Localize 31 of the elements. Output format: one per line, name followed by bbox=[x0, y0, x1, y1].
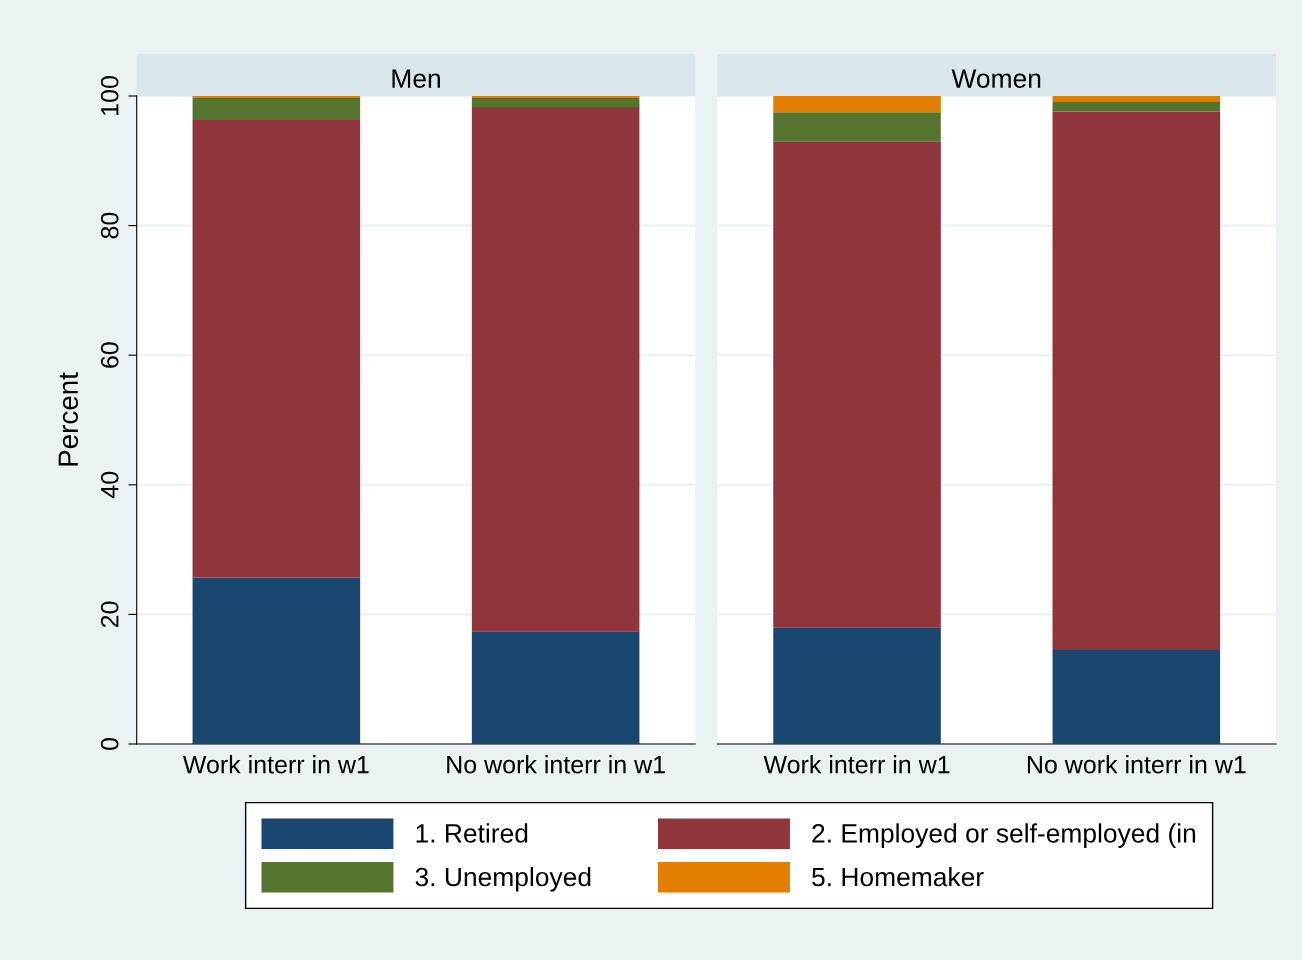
y-tick-label: 100 bbox=[100, 76, 119, 115]
y-tick-label: 60 bbox=[100, 342, 119, 368]
bar bbox=[1052, 111, 1221, 651]
x-tick-label: No work interr in w1 bbox=[447, 755, 665, 774]
legend-label: 5. Homemaker bbox=[812, 866, 984, 887]
y-axis-title: Percent bbox=[58, 372, 79, 466]
x-tick-label: Work interr in w1 bbox=[182, 755, 369, 774]
bar bbox=[471, 97, 640, 108]
bar bbox=[1052, 650, 1221, 744]
y-tick-label: 0 bbox=[100, 738, 119, 750]
y-tick-label: 20 bbox=[100, 601, 119, 628]
legend-label: 3. Unemployed bbox=[415, 866, 591, 892]
bar bbox=[192, 577, 361, 744]
bar bbox=[1052, 96, 1221, 102]
y-tick-label: 80 bbox=[100, 212, 119, 239]
y-tick-label: 40 bbox=[100, 471, 119, 499]
bar bbox=[1052, 101, 1221, 112]
chart-title: Men bbox=[392, 69, 440, 88]
bar bbox=[773, 627, 941, 744]
x-tick-label: Work interr in w1 bbox=[763, 755, 950, 774]
chart-title: Women bbox=[951, 69, 1041, 88]
bar bbox=[192, 119, 361, 578]
bar bbox=[773, 96, 941, 113]
bar bbox=[773, 112, 941, 142]
bar bbox=[192, 97, 361, 120]
legend-label: 1. Retired bbox=[416, 823, 528, 843]
bar bbox=[773, 141, 941, 628]
legend-label: 2. Employed or self-employed (in bbox=[812, 823, 1196, 848]
bar bbox=[471, 107, 640, 632]
bar bbox=[471, 631, 640, 744]
x-tick-label: No work interr in w1 bbox=[1027, 755, 1246, 774]
